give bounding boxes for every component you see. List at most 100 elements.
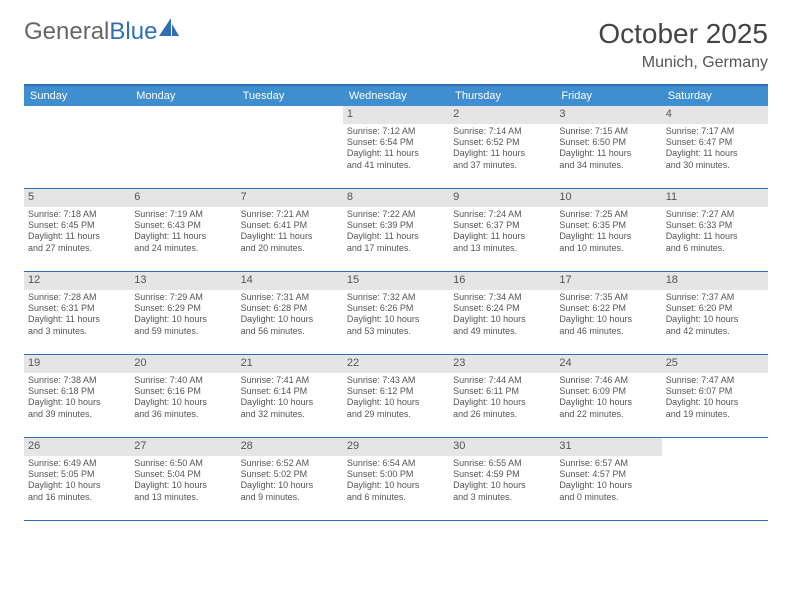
daylight2-text: and 42 minutes. bbox=[666, 326, 764, 337]
day-cell: 24Sunrise: 7:46 AMSunset: 6:09 PMDayligh… bbox=[555, 355, 661, 437]
daylight2-text: and 22 minutes. bbox=[559, 409, 657, 420]
daylight1-text: Daylight: 10 hours bbox=[347, 480, 445, 491]
daylight1-text: Daylight: 11 hours bbox=[453, 231, 551, 242]
daylight1-text: Daylight: 11 hours bbox=[28, 231, 126, 242]
daylight2-text: and 27 minutes. bbox=[28, 243, 126, 254]
daylight2-text: and 37 minutes. bbox=[453, 160, 551, 171]
sunset-text: Sunset: 6:11 PM bbox=[453, 386, 551, 397]
daylight1-text: Daylight: 11 hours bbox=[134, 231, 232, 242]
day-cell: 8Sunrise: 7:22 AMSunset: 6:39 PMDaylight… bbox=[343, 189, 449, 271]
sunset-text: Sunset: 6:14 PM bbox=[241, 386, 339, 397]
daylight2-text: and 0 minutes. bbox=[559, 492, 657, 503]
day-number bbox=[130, 106, 236, 110]
sunset-text: Sunset: 6:18 PM bbox=[28, 386, 126, 397]
sunset-text: Sunset: 6:12 PM bbox=[347, 386, 445, 397]
daylight1-text: Daylight: 11 hours bbox=[347, 231, 445, 242]
daylight1-text: Daylight: 10 hours bbox=[241, 397, 339, 408]
calendar: Sunday Monday Tuesday Wednesday Thursday… bbox=[24, 84, 768, 521]
week-row: 1Sunrise: 7:12 AMSunset: 6:54 PMDaylight… bbox=[24, 106, 768, 189]
day-cell: 21Sunrise: 7:41 AMSunset: 6:14 PMDayligh… bbox=[237, 355, 343, 437]
sunrise-text: Sunrise: 7:40 AM bbox=[134, 375, 232, 386]
day-header: Sunday bbox=[24, 86, 130, 106]
sunrise-text: Sunrise: 7:27 AM bbox=[666, 209, 764, 220]
sail-icon bbox=[159, 18, 179, 36]
day-number: 23 bbox=[449, 355, 555, 373]
sunrise-text: Sunrise: 6:49 AM bbox=[28, 458, 126, 469]
daylight2-text: and 24 minutes. bbox=[134, 243, 232, 254]
day-cell: 14Sunrise: 7:31 AMSunset: 6:28 PMDayligh… bbox=[237, 272, 343, 354]
day-number: 4 bbox=[662, 106, 768, 124]
daylight1-text: Daylight: 11 hours bbox=[559, 148, 657, 159]
daylight1-text: Daylight: 11 hours bbox=[453, 148, 551, 159]
sunset-text: Sunset: 6:37 PM bbox=[453, 220, 551, 231]
daylight2-text: and 59 minutes. bbox=[134, 326, 232, 337]
day-cell: 16Sunrise: 7:34 AMSunset: 6:24 PMDayligh… bbox=[449, 272, 555, 354]
daylight2-text: and 53 minutes. bbox=[347, 326, 445, 337]
sunrise-text: Sunrise: 7:25 AM bbox=[559, 209, 657, 220]
daylight1-text: Daylight: 11 hours bbox=[666, 148, 764, 159]
sunset-text: Sunset: 6:45 PM bbox=[28, 220, 126, 231]
daylight1-text: Daylight: 10 hours bbox=[453, 314, 551, 325]
day-cell bbox=[130, 106, 236, 188]
day-cell bbox=[237, 106, 343, 188]
daylight2-text: and 16 minutes. bbox=[28, 492, 126, 503]
day-cell: 11Sunrise: 7:27 AMSunset: 6:33 PMDayligh… bbox=[662, 189, 768, 271]
sunset-text: Sunset: 6:33 PM bbox=[666, 220, 764, 231]
sunrise-text: Sunrise: 6:55 AM bbox=[453, 458, 551, 469]
day-header: Thursday bbox=[449, 86, 555, 106]
daylight2-text: and 13 minutes. bbox=[134, 492, 232, 503]
week-row: 26Sunrise: 6:49 AMSunset: 5:05 PMDayligh… bbox=[24, 438, 768, 521]
day-number: 25 bbox=[662, 355, 768, 373]
sunrise-text: Sunrise: 6:52 AM bbox=[241, 458, 339, 469]
day-cell: 26Sunrise: 6:49 AMSunset: 5:05 PMDayligh… bbox=[24, 438, 130, 520]
week-row: 12Sunrise: 7:28 AMSunset: 6:31 PMDayligh… bbox=[24, 272, 768, 355]
sunset-text: Sunset: 5:05 PM bbox=[28, 469, 126, 480]
daylight1-text: Daylight: 10 hours bbox=[666, 314, 764, 325]
day-number: 22 bbox=[343, 355, 449, 373]
daylight2-text: and 49 minutes. bbox=[453, 326, 551, 337]
week-row: 19Sunrise: 7:38 AMSunset: 6:18 PMDayligh… bbox=[24, 355, 768, 438]
day-number bbox=[24, 106, 130, 110]
day-number: 8 bbox=[343, 189, 449, 207]
daylight2-text: and 26 minutes. bbox=[453, 409, 551, 420]
daylight1-text: Daylight: 10 hours bbox=[347, 314, 445, 325]
day-number: 19 bbox=[24, 355, 130, 373]
sunrise-text: Sunrise: 7:31 AM bbox=[241, 292, 339, 303]
daylight2-text: and 39 minutes. bbox=[28, 409, 126, 420]
sunrise-text: Sunrise: 7:24 AM bbox=[453, 209, 551, 220]
day-number: 15 bbox=[343, 272, 449, 290]
daylight1-text: Daylight: 10 hours bbox=[666, 397, 764, 408]
sunset-text: Sunset: 6:39 PM bbox=[347, 220, 445, 231]
sunrise-text: Sunrise: 7:32 AM bbox=[347, 292, 445, 303]
day-cell: 6Sunrise: 7:19 AMSunset: 6:43 PMDaylight… bbox=[130, 189, 236, 271]
daylight2-text: and 3 minutes. bbox=[453, 492, 551, 503]
sunset-text: Sunset: 6:24 PM bbox=[453, 303, 551, 314]
day-number: 30 bbox=[449, 438, 555, 456]
day-cell: 13Sunrise: 7:29 AMSunset: 6:29 PMDayligh… bbox=[130, 272, 236, 354]
day-cell: 30Sunrise: 6:55 AMSunset: 4:59 PMDayligh… bbox=[449, 438, 555, 520]
sunset-text: Sunset: 5:02 PM bbox=[241, 469, 339, 480]
sunrise-text: Sunrise: 7:12 AM bbox=[347, 126, 445, 137]
day-number: 3 bbox=[555, 106, 661, 124]
day-number: 10 bbox=[555, 189, 661, 207]
day-number: 16 bbox=[449, 272, 555, 290]
day-cell bbox=[662, 438, 768, 520]
day-number: 6 bbox=[130, 189, 236, 207]
day-cell: 20Sunrise: 7:40 AMSunset: 6:16 PMDayligh… bbox=[130, 355, 236, 437]
day-number: 18 bbox=[662, 272, 768, 290]
day-cell: 23Sunrise: 7:44 AMSunset: 6:11 PMDayligh… bbox=[449, 355, 555, 437]
sunset-text: Sunset: 6:47 PM bbox=[666, 137, 764, 148]
daylight2-text: and 30 minutes. bbox=[666, 160, 764, 171]
logo-text-1: General bbox=[24, 18, 109, 46]
day-number: 24 bbox=[555, 355, 661, 373]
sunset-text: Sunset: 6:20 PM bbox=[666, 303, 764, 314]
day-cell: 28Sunrise: 6:52 AMSunset: 5:02 PMDayligh… bbox=[237, 438, 343, 520]
day-cell: 17Sunrise: 7:35 AMSunset: 6:22 PMDayligh… bbox=[555, 272, 661, 354]
day-number: 20 bbox=[130, 355, 236, 373]
sunset-text: Sunset: 4:57 PM bbox=[559, 469, 657, 480]
day-header: Wednesday bbox=[343, 86, 449, 106]
day-cell: 22Sunrise: 7:43 AMSunset: 6:12 PMDayligh… bbox=[343, 355, 449, 437]
sunset-text: Sunset: 6:28 PM bbox=[241, 303, 339, 314]
sunrise-text: Sunrise: 7:15 AM bbox=[559, 126, 657, 137]
day-cell: 9Sunrise: 7:24 AMSunset: 6:37 PMDaylight… bbox=[449, 189, 555, 271]
